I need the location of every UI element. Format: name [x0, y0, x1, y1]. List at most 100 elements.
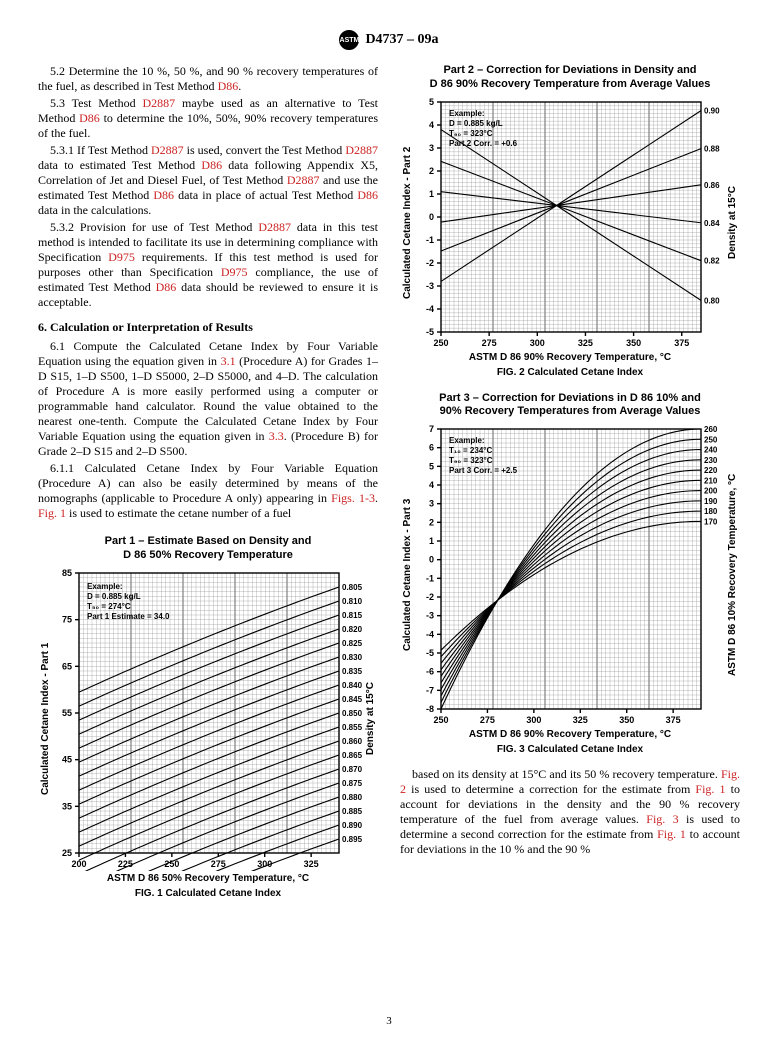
svg-text:250: 250 [433, 715, 448, 725]
svg-text:0: 0 [429, 212, 434, 222]
figure-3: Part 3 – Correction for Deviations in D … [400, 392, 740, 756]
fig3-xaxis-label: ASTM D 86 90% Recovery Temperature, °C [400, 729, 740, 740]
svg-text:220: 220 [704, 466, 718, 475]
fig3-plot: 250275300325350375-8-7-6-5-4-3-2-1012345… [415, 423, 725, 727]
svg-text:180: 180 [704, 507, 718, 516]
svg-text:0.875: 0.875 [342, 779, 363, 788]
svg-text:0.835: 0.835 [342, 667, 363, 676]
svg-text:0.805: 0.805 [342, 583, 363, 592]
svg-text:260: 260 [704, 425, 718, 434]
svg-text:3: 3 [429, 499, 434, 509]
svg-text:-6: -6 [426, 667, 434, 677]
svg-text:190: 190 [704, 497, 718, 506]
svg-text:-5: -5 [426, 327, 434, 337]
svg-text:0.84: 0.84 [704, 218, 720, 227]
svg-text:275: 275 [211, 859, 226, 869]
ref-d86: D86 [79, 111, 100, 125]
svg-text:300: 300 [530, 338, 545, 348]
svg-text:T₅₀ = 274°C: T₅₀ = 274°C [87, 602, 131, 611]
ref-d2887: D2887 [143, 96, 176, 110]
svg-text:D = 0.885 kg/L: D = 0.885 kg/L [449, 119, 503, 128]
svg-text:0.86: 0.86 [704, 180, 720, 189]
fig2-caption: FIG. 2 Calculated Cetane Index [400, 367, 740, 378]
svg-text:T₁₀ = 234°C: T₁₀ = 234°C [449, 446, 492, 455]
svg-text:350: 350 [626, 338, 641, 348]
section-6-heading: 6. Calculation or Interpretation of Resu… [38, 320, 378, 335]
svg-text:170: 170 [704, 517, 718, 526]
fig3-yaxis-label: Calculated Cetane Index - Part 3 [400, 423, 415, 727]
para-right-bottom: based on its density at 15°C and its 50 … [400, 767, 740, 857]
fig3-right-label: ASTM D 86 10% Recovery Temperature, °C [725, 423, 740, 727]
svg-text:325: 325 [304, 859, 319, 869]
svg-text:T₉₀ = 323°C: T₉₀ = 323°C [449, 129, 493, 138]
svg-text:5: 5 [429, 461, 434, 471]
fig1-xaxis-label: ASTM D 86 50% Recovery Temperature, °C [38, 873, 378, 884]
svg-text:240: 240 [704, 446, 718, 455]
figure-2: Part 2 – Correction for Deviations in De… [400, 64, 740, 378]
svg-text:-3: -3 [426, 281, 434, 291]
svg-text:0.830: 0.830 [342, 653, 363, 662]
svg-text:55: 55 [62, 708, 72, 718]
fig1-caption: FIG. 1 Calculated Cetane Index [38, 888, 378, 899]
svg-text:-1: -1 [426, 235, 434, 245]
svg-text:0.890: 0.890 [342, 821, 363, 830]
svg-text:4: 4 [429, 480, 434, 490]
two-column-layout: 5.2 Determine the 10 %, 50 %, and 90 % r… [38, 64, 740, 899]
svg-text:375: 375 [674, 338, 689, 348]
fig3-title: Part 3 – Correction for Deviations in D … [400, 392, 740, 420]
svg-text:210: 210 [704, 476, 718, 485]
svg-text:0: 0 [429, 555, 434, 565]
svg-text:0.845: 0.845 [342, 695, 363, 704]
svg-text:0.840: 0.840 [342, 681, 363, 690]
svg-text:65: 65 [62, 661, 72, 671]
svg-text:25: 25 [62, 848, 72, 858]
svg-text:0.895: 0.895 [342, 835, 363, 844]
fig2-title: Part 2 – Correction for Deviations in De… [400, 64, 740, 92]
designation: D4737 – 09a [365, 32, 438, 48]
svg-text:-4: -4 [426, 629, 434, 639]
svg-text:0.80: 0.80 [704, 296, 720, 305]
svg-text:350: 350 [619, 715, 634, 725]
svg-text:1: 1 [429, 189, 434, 199]
svg-text:Part 1 Estimate = 34.0: Part 1 Estimate = 34.0 [87, 612, 170, 621]
fig1-plot: 200225250275300325253545556575850.8050.8… [53, 567, 363, 871]
svg-text:6: 6 [429, 443, 434, 453]
svg-text:0.82: 0.82 [704, 256, 720, 265]
svg-text:T₉₀ = 323°C: T₉₀ = 323°C [449, 456, 493, 465]
para-5-2: 5.2 Determine the 10 %, 50 %, and 90 % r… [38, 64, 378, 94]
svg-text:0.90: 0.90 [704, 106, 720, 115]
fig2-right-label: Density at 15°C [725, 96, 740, 350]
svg-text:0.880: 0.880 [342, 793, 363, 802]
astm-logo-icon: ASTM [339, 30, 359, 50]
para-5-3-2: 5.3.2 Provision for use of Test Method D… [38, 220, 378, 310]
svg-text:75: 75 [62, 614, 72, 624]
svg-text:200: 200 [704, 487, 718, 496]
fig2-plot: 250275300325350375-5-4-3-2-10123450.900.… [415, 96, 725, 350]
right-column: Part 2 – Correction for Deviations in De… [400, 64, 740, 899]
svg-text:35: 35 [62, 801, 72, 811]
svg-text:-2: -2 [426, 592, 434, 602]
ref-d86: D86 [218, 79, 239, 93]
svg-text:0.885: 0.885 [342, 807, 363, 816]
svg-text:0.810: 0.810 [342, 597, 363, 606]
svg-text:230: 230 [704, 456, 718, 465]
svg-text:300: 300 [526, 715, 541, 725]
svg-text:200: 200 [71, 859, 86, 869]
figure-1: Part 1 – Estimate Based on Density andD … [38, 535, 378, 899]
fig1-title: Part 1 – Estimate Based on Density andD … [38, 535, 378, 563]
svg-text:45: 45 [62, 754, 72, 764]
svg-text:3: 3 [429, 143, 434, 153]
svg-text:-1: -1 [426, 573, 434, 583]
svg-text:-2: -2 [426, 258, 434, 268]
fig2-yaxis-label: Calculated Cetane Index - Part 2 [400, 96, 415, 350]
svg-text:5: 5 [429, 97, 434, 107]
para-6-1-1: 6.1.1 Calculated Cetane Index by Four Va… [38, 461, 378, 521]
svg-text:0.820: 0.820 [342, 625, 363, 634]
svg-text:2: 2 [429, 166, 434, 176]
svg-text:0.865: 0.865 [342, 751, 363, 760]
svg-text:0.870: 0.870 [342, 765, 363, 774]
svg-text:0.855: 0.855 [342, 723, 363, 732]
svg-text:-8: -8 [426, 704, 434, 714]
para-5-3-1: 5.3.1 If Test Method D2887 is used, conv… [38, 143, 378, 218]
para-6-1: 6.1 Compute the Calculated Cetane Index … [38, 339, 378, 459]
